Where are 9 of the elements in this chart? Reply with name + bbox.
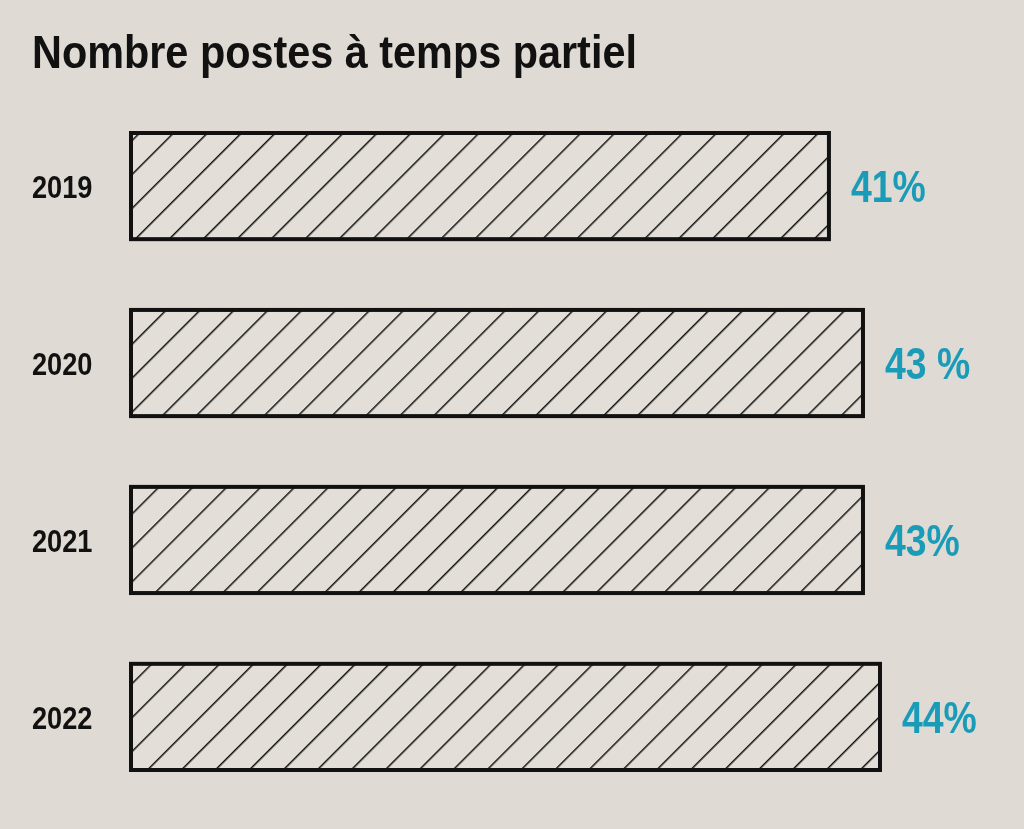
y-tick-label: 2021 xyxy=(32,522,93,559)
y-tick-label: 2020 xyxy=(32,345,93,382)
y-tick-label: 2022 xyxy=(32,699,93,736)
data-label: 43 % xyxy=(884,339,971,389)
data-label: 44% xyxy=(902,693,977,743)
data-label: 43% xyxy=(884,516,960,566)
y-tick-label: 2019 xyxy=(32,168,93,205)
data-label: 41% xyxy=(850,162,926,212)
chart-title: Nombre postes à temps partiel xyxy=(32,25,637,78)
